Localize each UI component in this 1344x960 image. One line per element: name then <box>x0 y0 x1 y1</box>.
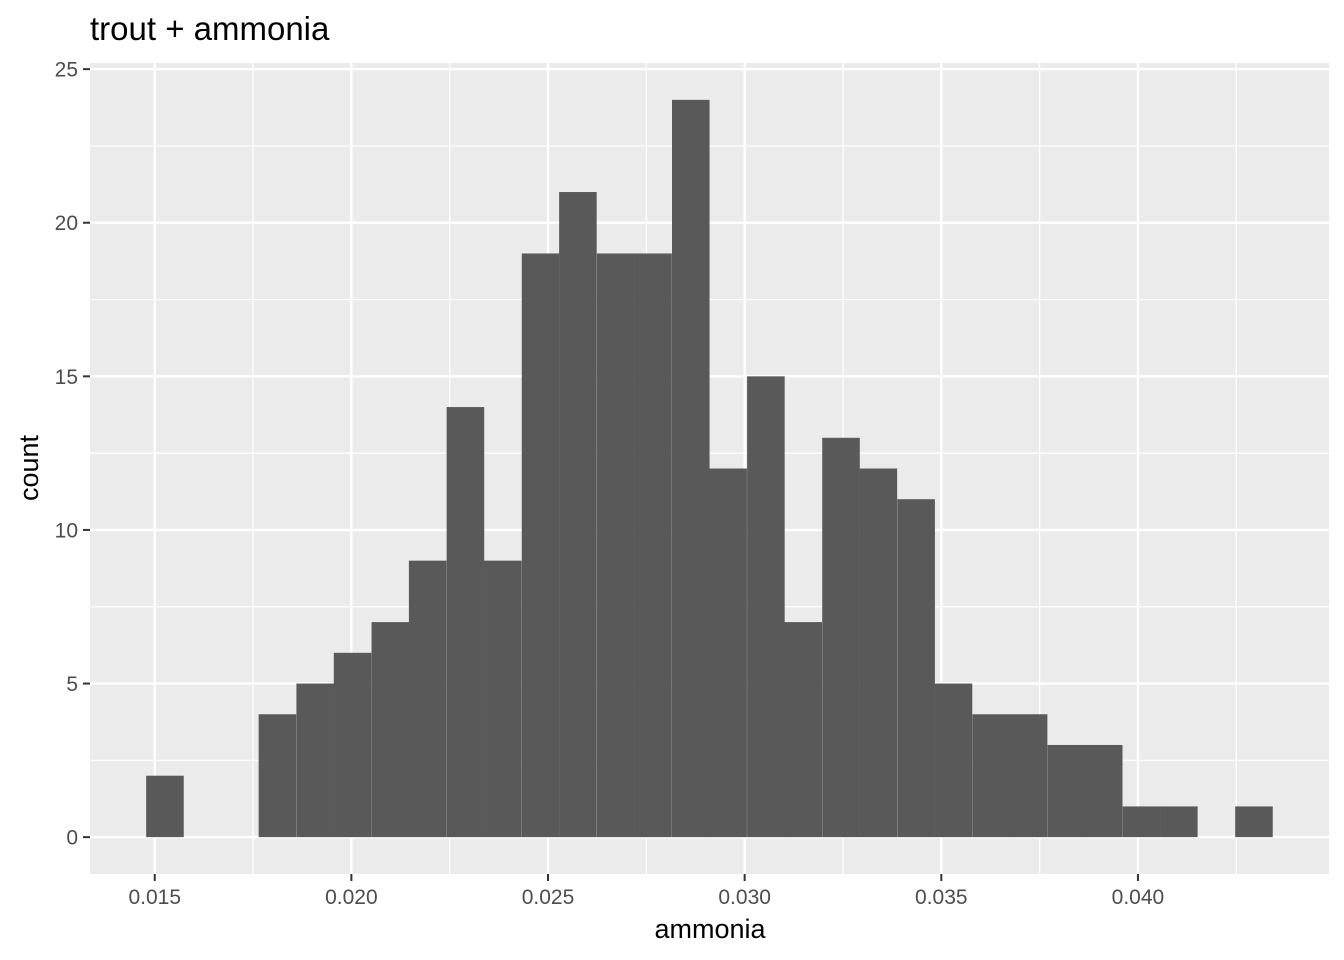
y-tick-label: 25 <box>55 59 78 82</box>
histogram-bar <box>1235 806 1273 838</box>
histogram-bar <box>146 775 184 838</box>
histogram-bar <box>672 99 710 838</box>
histogram-bar <box>446 407 485 838</box>
x-tick-label: 0.035 <box>915 886 968 909</box>
y-tick-label: 5 <box>66 673 78 696</box>
histogram-bar <box>333 652 372 838</box>
histogram-bar <box>709 468 747 838</box>
y-tick-label: 0 <box>66 827 78 850</box>
histogram-bar <box>371 622 410 838</box>
chart-title: trout + ammonia <box>90 10 330 47</box>
histogram-bar <box>634 253 672 838</box>
histogram-bar <box>897 499 935 838</box>
histogram-bar <box>1009 714 1048 838</box>
histogram-bar <box>859 468 898 838</box>
histogram-bar <box>559 192 597 838</box>
histogram-bar <box>934 683 973 838</box>
histogram-bar <box>1122 806 1161 838</box>
y-tick-label: 20 <box>55 212 78 235</box>
histogram-bar <box>258 714 297 838</box>
x-axis-title: ammonia <box>654 914 766 944</box>
histogram-bar <box>972 714 1011 838</box>
histogram-bar <box>822 437 860 838</box>
y-axis-title: count <box>14 434 44 501</box>
histogram-bar <box>1084 744 1123 838</box>
x-tick-label: 0.030 <box>718 886 771 909</box>
x-axis-ticks: 0.015 0.020 0.025 0.030 0.035 0.040 <box>128 874 1164 909</box>
histogram-bars <box>146 99 1273 838</box>
histogram-bar <box>747 376 785 838</box>
y-axis-ticks: 0 5 10 15 20 25 <box>55 59 90 850</box>
histogram-bar <box>784 622 823 838</box>
y-tick-label: 15 <box>55 366 78 389</box>
histogram-bar <box>596 253 635 838</box>
x-tick-label: 0.040 <box>1112 886 1165 909</box>
x-tick-label: 0.020 <box>325 886 378 909</box>
x-tick-label: 0.025 <box>522 886 575 909</box>
histogram-bar <box>296 683 334 838</box>
histogram-bar <box>1047 744 1086 838</box>
histogram-bar <box>484 560 522 838</box>
histogram-bar <box>408 560 447 838</box>
histogram-bar <box>521 253 560 838</box>
histogram-bar <box>1160 806 1198 838</box>
x-tick-label: 0.015 <box>128 886 181 909</box>
y-tick-label: 10 <box>55 519 78 542</box>
